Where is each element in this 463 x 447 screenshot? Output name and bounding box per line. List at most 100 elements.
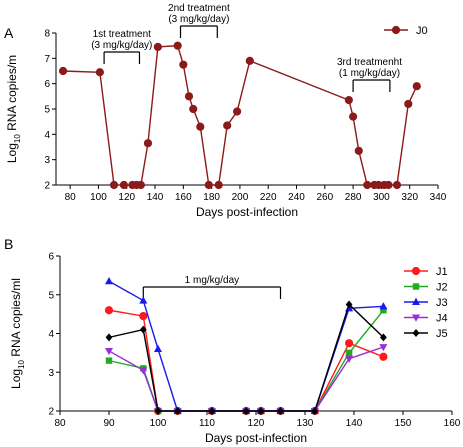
legend-marker-j0 <box>391 25 401 35</box>
data-point-j4 <box>345 355 354 363</box>
x-tick-label: 200 <box>232 192 249 203</box>
y-tick-label: 4 <box>48 329 54 340</box>
x-tick-label: 100 <box>150 418 167 429</box>
y-axis-label-log: Log <box>5 143 19 163</box>
data-point-j5 <box>105 333 113 342</box>
data-point-j5 <box>154 407 162 415</box>
data-point-j5 <box>208 407 216 415</box>
data-point-j0 <box>179 60 188 69</box>
x-tick-label: 120 <box>248 418 265 429</box>
data-point-j2 <box>345 349 353 357</box>
data-point-j3 <box>379 302 388 310</box>
x-tick-label: 160 <box>175 192 192 203</box>
data-point-j0 <box>214 180 223 190</box>
x-tick-label: 120 <box>118 192 135 203</box>
data-point-j2 <box>380 307 387 314</box>
y-axis-label-text: RNA copies/ml <box>9 278 23 360</box>
data-point-j4 <box>105 347 113 356</box>
data-point-j0 <box>392 180 402 190</box>
data-point-j0 <box>189 104 198 114</box>
x-tick-label: 300 <box>373 192 390 203</box>
data-point-j0 <box>245 56 254 65</box>
x-tick-label: 90 <box>103 418 115 429</box>
annotation-text: 2nd treatment <box>168 3 230 14</box>
x-axis-label: Days post-infection <box>196 205 298 219</box>
series-line-j3 <box>108 280 384 412</box>
legend-marker-j2 <box>412 283 420 290</box>
data-point-j0 <box>344 96 353 105</box>
x-axis-label: Days post-infection <box>205 431 307 445</box>
data-point-j2 <box>105 357 113 364</box>
data-point-j1 <box>139 311 148 321</box>
y-tick-label: 5 <box>44 105 50 116</box>
x-tick-label: 320 <box>401 192 418 203</box>
y-tick-label: 4 <box>44 130 50 141</box>
data-point-j0 <box>404 99 413 109</box>
y-axis-label: Log10 RNA copies/m <box>5 55 22 163</box>
x-tick-label: 140 <box>147 192 164 203</box>
panel-a-chart: A 2 3 4 5 6 7 8 80 100 120 140 160 180 200 220 240 260 280… <box>4 3 447 219</box>
legend-marker-j1 <box>411 266 421 276</box>
x-tick-label: 240 <box>288 192 305 203</box>
annotation-text: 1 mg/kg/day <box>185 275 239 286</box>
data-point-j4 <box>379 344 388 352</box>
y-axis-label-sub: 10 <box>17 360 26 369</box>
legend-label-j0: J0 <box>416 25 428 37</box>
data-point-j5 <box>174 407 181 415</box>
x-tick-label: 110 <box>199 418 215 429</box>
y-tick-label: 5 <box>48 290 54 301</box>
x-tick-label: 220 <box>260 192 277 203</box>
y-tick-label: 8 <box>44 29 50 40</box>
y-tick-label: 6 <box>44 79 50 90</box>
data-point-j0 <box>196 122 205 131</box>
annotation-text: (3 mg/kg/day) <box>168 14 229 25</box>
data-point-j0 <box>153 42 162 52</box>
data-point-j1 <box>104 306 114 315</box>
data-point-j5 <box>139 325 147 334</box>
data-point-j0 <box>384 180 393 190</box>
x-tick-label: 280 <box>345 192 362 203</box>
data-point-j1 <box>379 352 388 361</box>
data-point-j3 <box>139 296 148 304</box>
x-tick-label: 100 <box>90 192 107 203</box>
data-point-j5 <box>311 407 319 415</box>
legend-marker-j5 <box>412 329 420 337</box>
x-tick-label: 140 <box>346 418 363 429</box>
data-point-j0 <box>136 180 145 190</box>
panel-b-chart: B 2 3 4 5 6 80 90 100 110 120 130 140 150 160 Days post… <box>4 236 461 445</box>
y-tick-label: 6 <box>48 252 54 263</box>
annotation-text: (3 mg/kg/day) <box>91 40 152 51</box>
annotation-text: (1 mg/kg/day) <box>339 68 400 79</box>
data-point-j0 <box>349 112 358 121</box>
data-point-j0 <box>173 41 182 50</box>
legend-marker-j3 <box>412 297 420 305</box>
legend-label-j1: J1 <box>436 266 448 278</box>
x-tick-label: 160 <box>444 418 461 429</box>
y-tick-label: 3 <box>44 155 50 166</box>
legend-label-j4: J4 <box>436 313 448 325</box>
data-point-j0 <box>58 66 68 76</box>
x-tick-label: 180 <box>203 192 220 203</box>
data-point-j5 <box>380 333 387 342</box>
data-point-j0 <box>95 68 104 77</box>
data-point-j0 <box>184 92 194 101</box>
legend-label-j5: J5 <box>436 328 448 340</box>
legend-label-j3: J3 <box>436 297 448 309</box>
panel-label: A <box>4 25 14 41</box>
y-axis-label: Log10 RNA copies/ml <box>9 278 26 389</box>
y-axis-label-log: Log <box>9 369 23 389</box>
panel-label: B <box>4 236 13 252</box>
data-point-j0 <box>109 180 119 190</box>
annotation-text: 1st treatment <box>93 29 152 40</box>
x-tick-label: 80 <box>65 192 77 203</box>
y-axis-label-text: RNA copies/m <box>5 55 19 134</box>
x-tick-label: 260 <box>316 192 333 203</box>
data-point-j0 <box>363 180 372 190</box>
y-axis-label-sub: 10 <box>13 134 22 143</box>
y-tick-label: 7 <box>44 54 50 65</box>
data-point-j5 <box>257 407 265 415</box>
x-tick-label: 150 <box>395 418 412 429</box>
y-tick-label: 3 <box>48 368 54 379</box>
x-tick-label: 130 <box>297 418 314 429</box>
